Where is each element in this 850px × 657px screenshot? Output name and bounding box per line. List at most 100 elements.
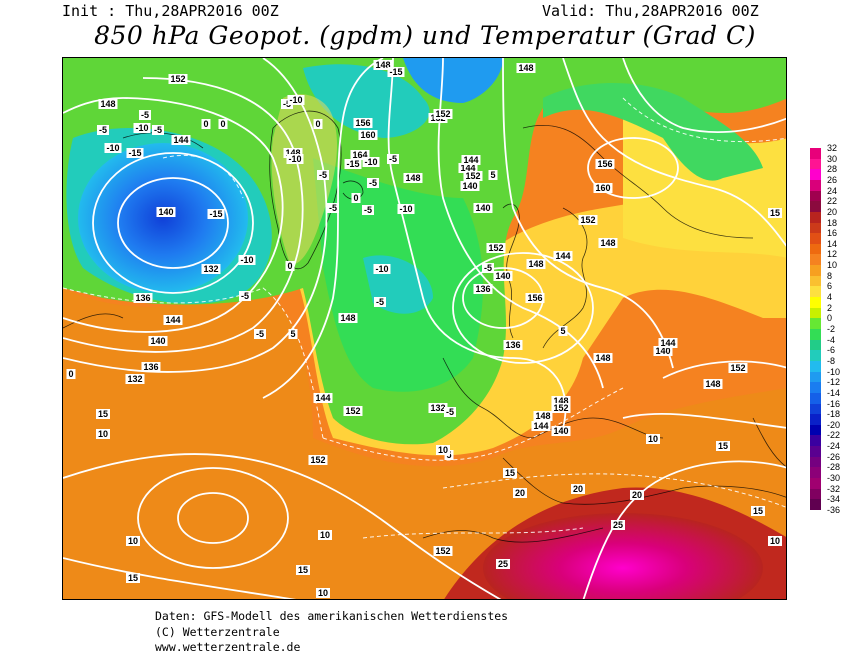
isohypse-label: 152 (433, 546, 453, 556)
valid-time: Valid: Thu,28APR2016 00Z (542, 2, 759, 20)
isotherm-label: -5 (96, 125, 110, 135)
isotherm-label: 5 (444, 450, 454, 460)
isohypse-label: 148 (373, 60, 393, 70)
colorbar-swatch (810, 329, 821, 341)
isotherm-label: 5 (288, 329, 298, 339)
isohypse-label: 156 (595, 159, 615, 169)
isotherm-label: 0 (285, 261, 295, 271)
colorbar-tick: -10 (827, 366, 841, 377)
isohypse-label: 152 (486, 243, 506, 253)
isotherm-label: 10 (435, 445, 451, 455)
isohypse-label: 148 (283, 148, 303, 158)
isotherm-label: -10 (362, 157, 380, 167)
colorbar-swatch (810, 318, 821, 330)
map-title: 850 hPa Geopot. (gpdm) und Temperatur (G… (94, 21, 756, 50)
isohypse-label: 132 (428, 403, 448, 413)
colorbar-swatch (810, 435, 821, 447)
colorbar-swatch (810, 233, 821, 245)
colorbar-swatch (810, 499, 821, 511)
isohypse-label: 140 (551, 426, 571, 436)
isotherm-label: -5 (151, 125, 165, 135)
colorbar-swatch (810, 392, 821, 405)
isohypse-label: 156 (353, 118, 373, 128)
isohypse-label: 144 (171, 135, 191, 145)
weather-map: 152 148 144 140 136 132 156 160 164 148 144 140 136 1… (62, 57, 787, 600)
isotherm-label: -15 (344, 159, 362, 169)
isotherm-label: 0 (201, 119, 211, 129)
isohypse-label: 136 (141, 362, 161, 372)
isotherm-label: 15 (95, 409, 111, 419)
isotherm-label: 5 (488, 170, 498, 180)
isotherm-label: 0 (313, 119, 323, 129)
isohypse-label: 160 (593, 183, 613, 193)
isotherm-label: 10 (767, 536, 783, 546)
map-graphic (63, 58, 786, 599)
isohypse-label: 148 (703, 379, 723, 389)
colorbar-swatch (810, 350, 821, 362)
isohypse-label: 144 (531, 421, 551, 431)
isotherm-label: -5 (138, 110, 152, 120)
isotherm-label: -15 (207, 209, 225, 219)
colorbar-tick: -22 (827, 430, 841, 441)
isotherm-label: -5 (280, 99, 294, 109)
colorbar-tick: -34 (827, 494, 841, 505)
isohypse-label: 160 (358, 130, 378, 140)
isotherm-label: 0 (66, 369, 76, 379)
isohypse-label: 148 (98, 99, 118, 109)
colorbar-swatch (810, 286, 821, 298)
isotherm-label: 25 (495, 559, 511, 569)
isotherm-label: -5 (238, 291, 252, 301)
isohypse-label: 156 (525, 293, 545, 303)
colorbar-swatch (810, 478, 821, 490)
isohypse-label: 148 (403, 173, 423, 183)
colorbar-swatch (810, 488, 821, 500)
isotherm-label: -10 (373, 264, 391, 274)
isotherm-label: 10 (645, 434, 661, 444)
colorbar-tick: 18 (827, 217, 838, 228)
colorbar-tick: 4 (827, 292, 833, 303)
isohypse-label: 132 (125, 374, 145, 384)
isotherm-label: -10 (286, 154, 304, 164)
isotherm-label: -15 (126, 148, 144, 158)
isotherm-label: 10 (315, 588, 331, 598)
colorbar-tick: -32 (827, 483, 841, 494)
isotherm-label: -5 (361, 205, 375, 215)
colorbar-swatch (810, 424, 821, 436)
isotherm-label: -10 (287, 95, 305, 105)
isotherm-label: 15 (125, 573, 141, 583)
isohypse-label: 140 (148, 336, 168, 346)
colorbar-swatch (810, 467, 821, 479)
isotherm-label: 15 (767, 208, 783, 218)
isohypse-label: 140 (473, 203, 493, 213)
colorbar-swatch (810, 179, 821, 192)
isohypse-label: 152 (433, 109, 453, 119)
colorbar-tick: 14 (827, 238, 838, 249)
colorbar-swatch (810, 201, 821, 213)
isotherm-label: 15 (750, 506, 766, 516)
colorbar-swatch (810, 243, 821, 255)
isotherm-label: 0 (218, 119, 228, 129)
isohypse-label: 132 (201, 264, 221, 274)
isotherm-label: -5 (481, 263, 495, 273)
isohypse-label: 140 (156, 207, 176, 217)
isohypse-label: 148 (598, 238, 618, 248)
isohypse-label: 152 (463, 171, 483, 181)
isotherm-label: -15 (387, 67, 405, 77)
isotherm-label: 0 (351, 193, 361, 203)
colorbar-swatch (810, 254, 821, 266)
isohypse-label: 152 (578, 215, 598, 225)
isotherm-label: -5 (253, 329, 267, 339)
colorbar-swatch (810, 446, 821, 458)
isohypse-label: 144 (461, 155, 481, 165)
isotherm-label: -5 (316, 170, 330, 180)
isotherm-label: 10 (125, 536, 141, 546)
isohypse-label: 152 (343, 406, 363, 416)
isohypse-label: 152 (168, 74, 188, 84)
isohypse-label: 148 (593, 353, 613, 363)
isotherm-label: 15 (715, 441, 731, 451)
isotherm-label: -5 (373, 297, 387, 307)
isohypse-label: 148 (516, 63, 536, 73)
temperature-colorbar (810, 148, 821, 511)
isohypse-label: 152 (728, 363, 748, 373)
colorbar-tick: 0 (827, 313, 833, 324)
